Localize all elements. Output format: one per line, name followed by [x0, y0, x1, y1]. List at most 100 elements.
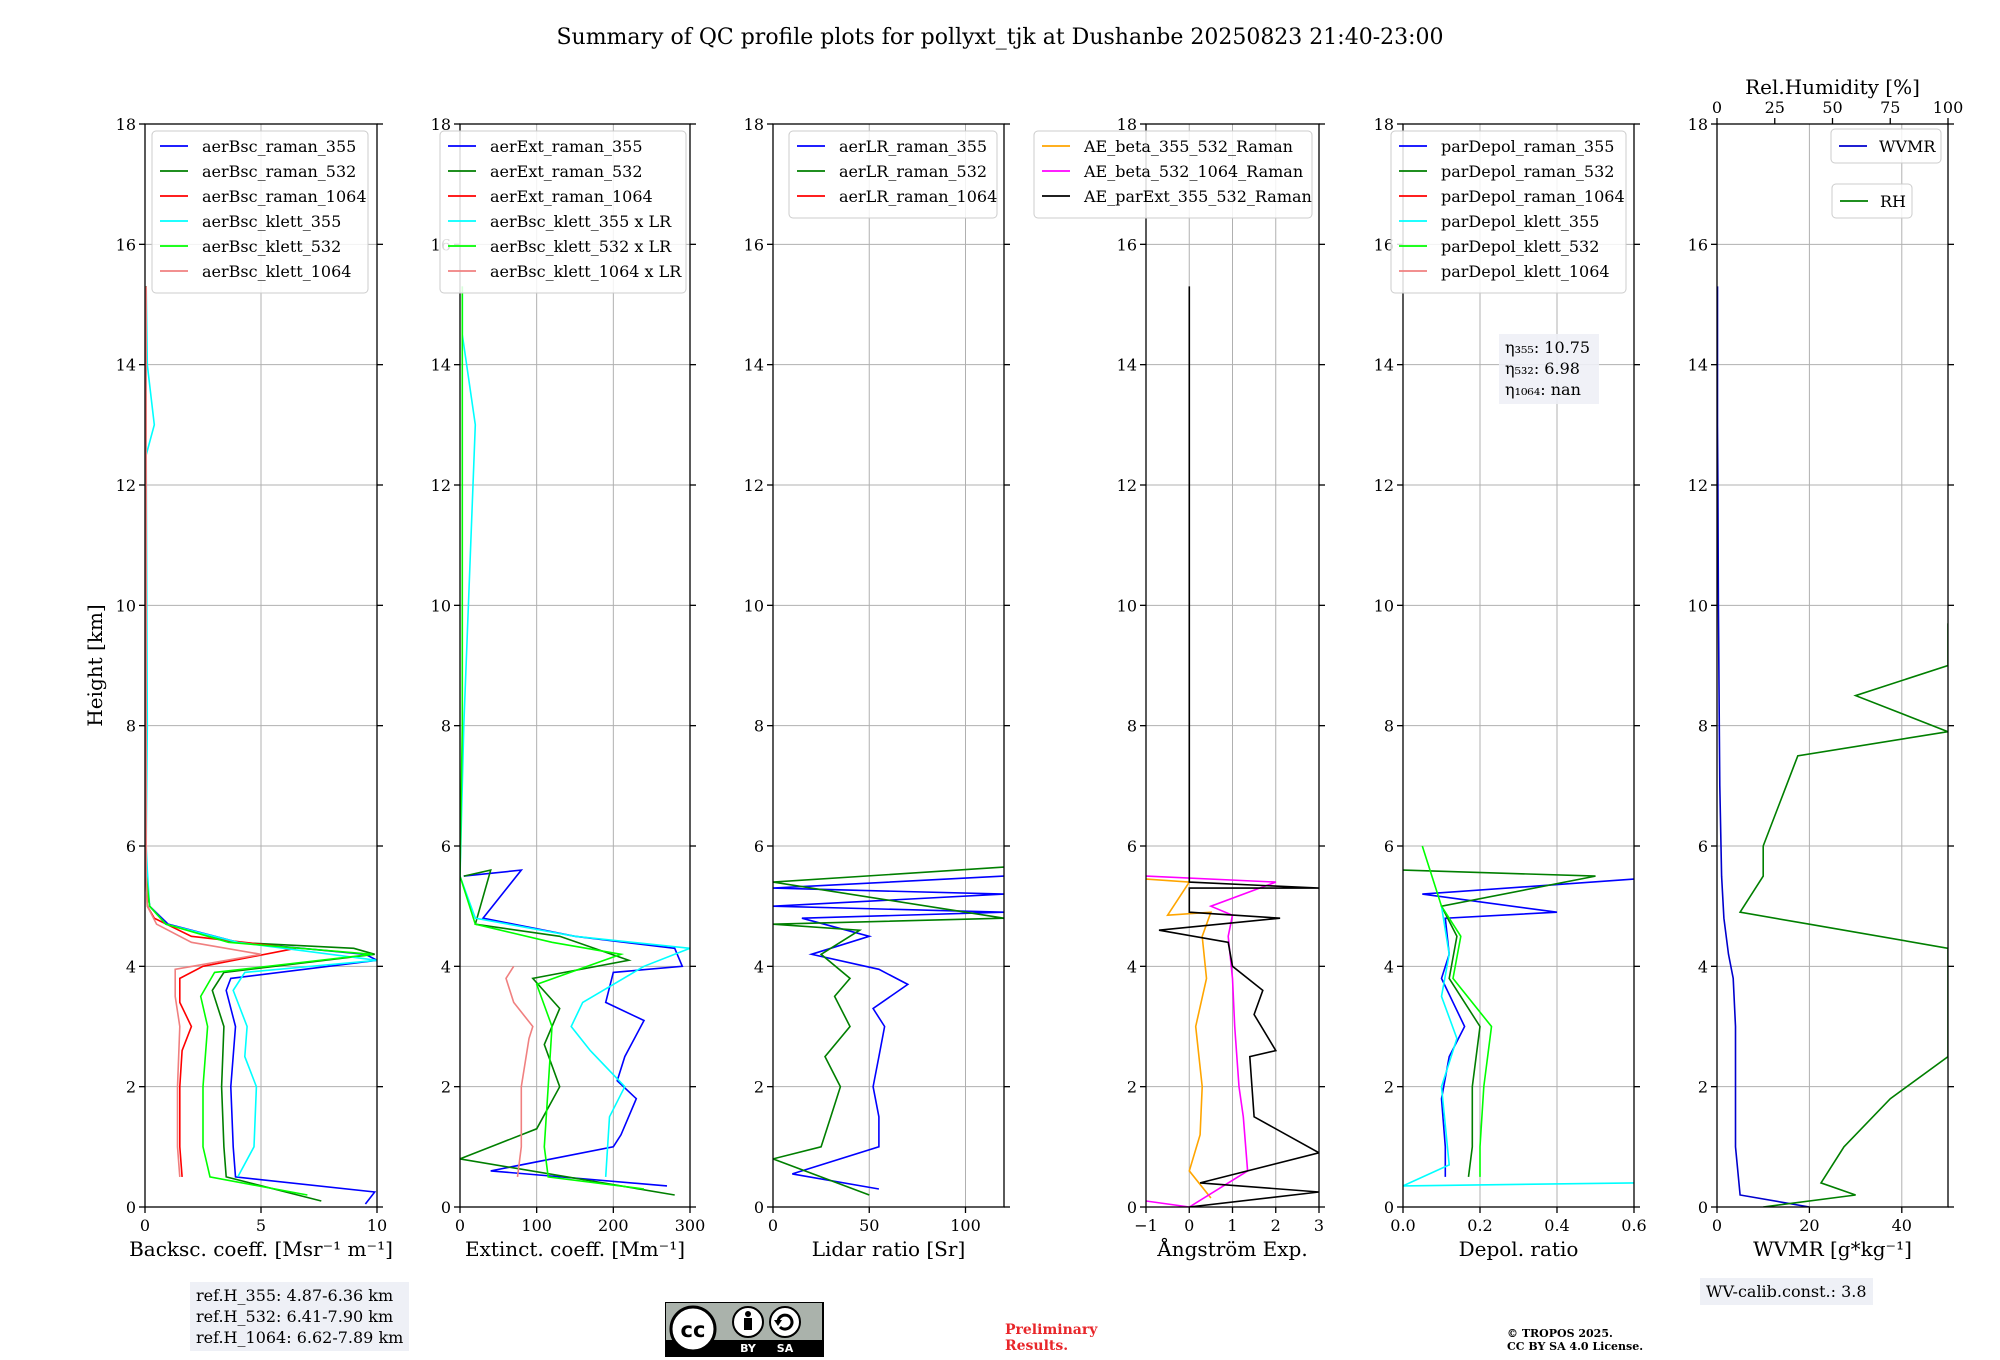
legend-entry: AE_beta_355_532_Raman — [1083, 137, 1293, 156]
cc-sa-label: SA — [777, 1342, 794, 1355]
axes-frame — [459, 123, 691, 1208]
y-tick-label: 12 — [1688, 476, 1708, 495]
y-tick-label: 18 — [744, 115, 764, 134]
legend-entry: AE_beta_532_1064_Raman — [1083, 162, 1303, 181]
y-tick-label: 0 — [754, 1198, 764, 1217]
series-line-aerext-raman-532 — [460, 869, 675, 1196]
x-tick-label: 300 — [675, 1216, 706, 1235]
y-tick-label: 18 — [116, 115, 136, 134]
x-axis-label: Ångström Exp. — [1156, 1236, 1307, 1261]
y-tick-label: 10 — [1374, 596, 1394, 615]
x-tick-label: 0.4 — [1544, 1216, 1569, 1235]
y-tick-label: 4 — [1384, 957, 1394, 976]
y-tick-label: 6 — [1698, 837, 1708, 856]
series-line-pardepol-raman-355 — [1422, 878, 1634, 1177]
y-tick-label: 18 — [431, 115, 451, 134]
legend-entry: aerLR_raman_532 — [839, 162, 987, 181]
y-tick-label: 14 — [1374, 356, 1394, 375]
y-tick-label: 16 — [116, 235, 136, 254]
y-tick-label: 0 — [1384, 1198, 1394, 1217]
series-line-aerbsc-klett-1064 — [145, 286, 262, 1177]
y-tick-label: 16 — [1374, 235, 1394, 254]
y-tick-label: 14 — [116, 356, 136, 375]
legend-entry: aerBsc_klett_355 x LR — [490, 212, 672, 231]
x-tick-label: 0 — [1184, 1216, 1194, 1235]
series-line-aerbsc-klett-355-x-lr — [460, 286, 690, 1177]
series-line-aerbsc-klett-1064-x-lr — [505, 965, 534, 1178]
legend-entry: AE_parExt_355_532_Raman — [1083, 187, 1312, 206]
y-tick-label: 4 — [441, 957, 451, 976]
eta-value: η₁₀₆₄: nan — [1505, 380, 1581, 399]
x-tick-label: 0 — [1712, 1216, 1722, 1235]
legend-entry: parDepol_klett_355 — [1441, 212, 1599, 231]
legend-entry: aerBsc_klett_355 — [202, 212, 341, 231]
legend: aerExt_raman_355 aerExt_raman_532 aerExt_r… — [439, 130, 687, 294]
cc-by-label: BY — [740, 1342, 757, 1355]
y-tick-label: 12 — [1117, 476, 1137, 495]
legend-entry: parDepol_raman_532 — [1441, 162, 1614, 181]
y-axis-label: Height [km] — [83, 604, 107, 726]
y-tick-label: 14 — [744, 356, 764, 375]
x-tick-label: 200 — [598, 1216, 629, 1235]
y-tick-label: 14 — [1117, 356, 1137, 375]
y-tick-label: 16 — [1688, 235, 1708, 254]
chart-panel-1: 0 2 4 6 8 10 12 14 16 18 0 5 10 Backsc. coeff. [Msr⁻¹… — [83, 115, 393, 1261]
x-tick-label: 1 — [1227, 1216, 1237, 1235]
x-tick-label: 5 — [256, 1216, 266, 1235]
x2-axis-label: Rel.Humidity [%] — [1745, 75, 1920, 99]
x2-tick-label: 25 — [1765, 98, 1785, 117]
series-line-ae-parext-355-532-raman — [1158, 286, 1319, 1207]
y-tick-label: 2 — [754, 1078, 764, 1097]
series-line-aerbsc-klett-355 — [145, 286, 377, 1178]
y-tick-label: 8 — [1698, 717, 1708, 736]
reference-height-note: ref.H_355: 4.87-6.36 km ref.H_532: 6.41-… — [190, 1282, 410, 1351]
legend-entry: aerBsc_klett_532 x LR — [490, 237, 672, 256]
legend-entry: parDepol_klett_1064 — [1441, 262, 1610, 281]
chart-panel-2: 0246810121416180100200300Extinct. coeff.… — [431, 115, 706, 1261]
y-tick-label: 0 — [1698, 1198, 1708, 1217]
y-tick-label: 12 — [116, 476, 136, 495]
y-tick-label: 6 — [126, 837, 136, 856]
x-axis-label: WVMR [g*kg⁻¹] — [1753, 1237, 1912, 1261]
y-tick-label: 6 — [1127, 837, 1137, 856]
y-tick-label: 2 — [1384, 1078, 1394, 1097]
cc-by-sa-license-icon: cc BY SA — [665, 1302, 824, 1357]
y-tick-label: 10 — [1688, 596, 1708, 615]
y-tick-label: 10 — [116, 596, 136, 615]
legend-entry: parDepol_klett_532 — [1441, 237, 1599, 256]
y-tick-label: 6 — [1384, 837, 1394, 856]
y-tick-label: 8 — [126, 717, 136, 736]
x-tick-label: 0.0 — [1390, 1216, 1415, 1235]
axes-frame — [1402, 123, 1635, 1208]
y-tick-label: 18 — [1117, 115, 1137, 134]
x2-tick-label: 0 — [1712, 98, 1722, 117]
eta-value: η₃₅₅: 10.75 — [1505, 338, 1590, 357]
y-tick-label: 6 — [441, 837, 451, 856]
x-tick-label: 10 — [367, 1216, 387, 1235]
y-tick-label: 2 — [1127, 1078, 1137, 1097]
y-tick-label: 0 — [1127, 1198, 1137, 1217]
series-line-ae-beta-355-532-raman — [1146, 878, 1213, 1199]
y-tick-label: 0 — [441, 1198, 451, 1217]
x-axis-label: Extinct. coeff. [Mm⁻¹] — [465, 1237, 685, 1261]
legend-entry: aerExt_raman_1064 — [490, 187, 653, 206]
legend-entry: aerBsc_klett_1064 — [202, 262, 351, 281]
legend-entry: aerBsc_klett_1064 x LR — [490, 262, 682, 281]
legend-entry: aerLR_raman_1064 — [839, 187, 997, 206]
legend-entry: parDepol_raman_355 — [1441, 137, 1614, 156]
series-line-aerbsc-klett-532 — [145, 286, 373, 1196]
legend-entry: aerExt_raman_355 — [490, 137, 643, 156]
y-tick-label: 8 — [754, 717, 764, 736]
y-tick-label: 0 — [126, 1198, 136, 1217]
x-axis-label: Depol. ratio — [1459, 1237, 1579, 1261]
y-tick-label: 12 — [431, 476, 451, 495]
y-tick-label: 4 — [754, 957, 764, 976]
series-line-rh — [1738, 623, 1948, 1207]
eta-value: η₅₃₂: 6.98 — [1505, 359, 1580, 378]
y-tick-label: 8 — [1127, 717, 1137, 736]
preliminary-results-label: Preliminary Results. — [1005, 1322, 1098, 1354]
x-tick-label: −1 — [1134, 1216, 1158, 1235]
